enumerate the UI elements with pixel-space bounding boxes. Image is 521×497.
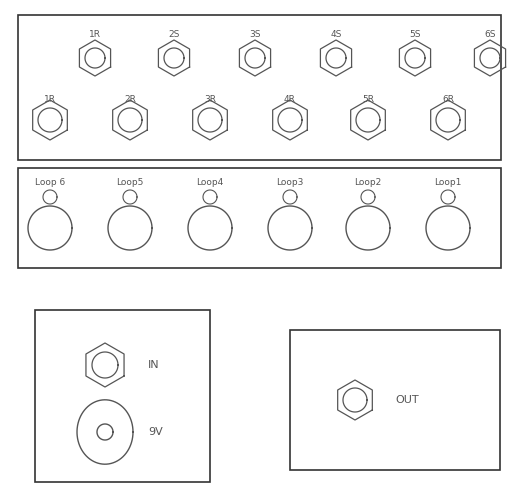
- Text: Loop 6: Loop 6: [35, 178, 65, 187]
- Text: 1R: 1R: [89, 30, 101, 39]
- Text: Loop1: Loop1: [435, 178, 462, 187]
- Bar: [35, 310, 210, 482]
- Text: 5R: 5R: [362, 95, 374, 104]
- Bar: [290, 330, 500, 470]
- Text: Loop2: Loop2: [354, 178, 381, 187]
- Text: 1R: 1R: [44, 95, 56, 104]
- Text: 5S: 5S: [410, 30, 421, 39]
- Text: IN: IN: [148, 360, 159, 370]
- Text: 4R: 4R: [284, 95, 296, 104]
- Text: OUT: OUT: [395, 395, 419, 405]
- Text: 2S: 2S: [168, 30, 180, 39]
- Text: 3S: 3S: [249, 30, 260, 39]
- Text: 9V: 9V: [148, 427, 163, 437]
- Text: Loop5: Loop5: [116, 178, 144, 187]
- Text: 3R: 3R: [204, 95, 216, 104]
- Text: Loop4: Loop4: [196, 178, 224, 187]
- Text: 4S: 4S: [330, 30, 342, 39]
- Text: 6S: 6S: [484, 30, 496, 39]
- Bar: [18, 15, 501, 160]
- Text: 2R: 2R: [124, 95, 136, 104]
- Text: 6R: 6R: [442, 95, 454, 104]
- Text: Loop3: Loop3: [276, 178, 304, 187]
- Bar: [18, 168, 501, 268]
